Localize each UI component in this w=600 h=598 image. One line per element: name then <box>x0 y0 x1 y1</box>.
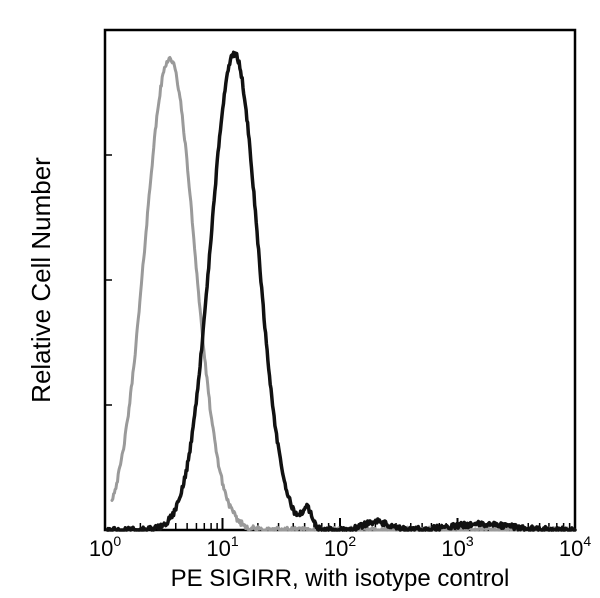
series-isotype_control <box>112 58 575 531</box>
x-tick-label: 103 <box>441 533 473 561</box>
x-tick-label: 104 <box>559 533 591 561</box>
flow-cytometry-chart: 100 101 102 103 104 PE SIGIRR, with isotype c… <box>0 0 600 598</box>
series-pe_sigirr <box>107 52 575 530</box>
x-tick-label: 101 <box>206 533 238 561</box>
x-axis-title: PE SIGIRR, with isotype control <box>171 565 510 592</box>
y-axis-title: Relative Cell Number <box>26 157 56 403</box>
x-tick-label: 102 <box>324 533 356 561</box>
x-tick-label: 100 <box>89 533 121 561</box>
